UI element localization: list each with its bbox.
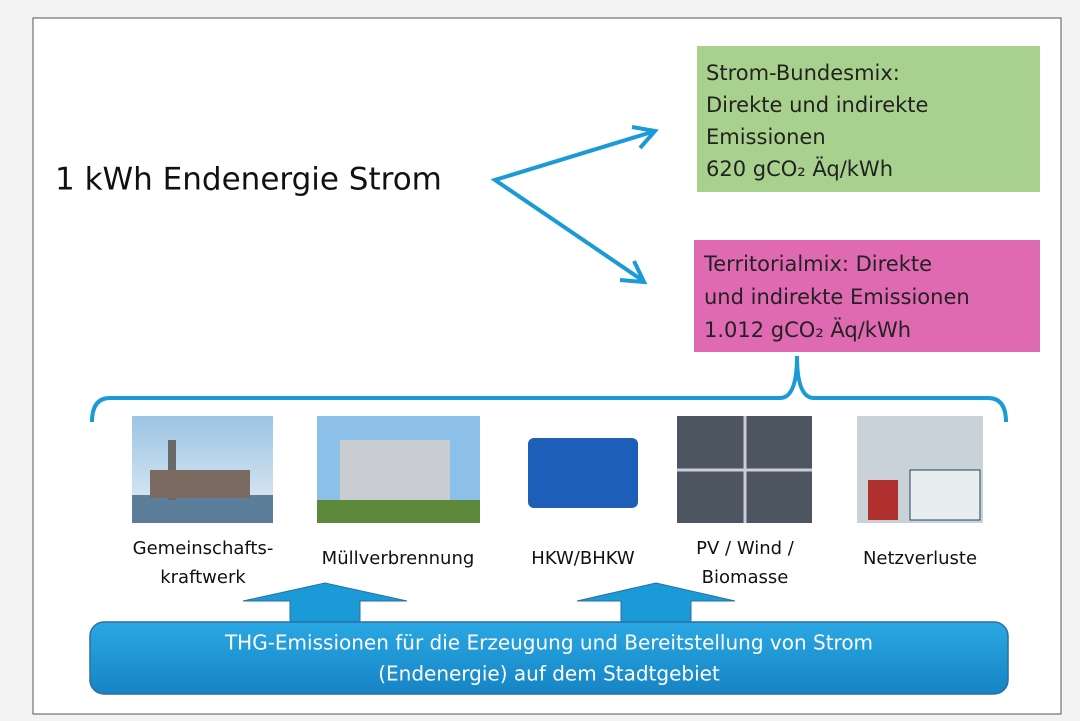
image-worker: [868, 480, 898, 520]
heading: 1 kWh Endenergie Strom: [55, 162, 442, 198]
image-building: [340, 440, 450, 510]
page: 1 kWh Endenergie Strom Strom-Bundesmix: D…: [0, 0, 1080, 721]
source-label: Gemeinschafts-: [133, 538, 274, 559]
green-box-line: Direkte und indirekte: [706, 93, 928, 117]
source-label: Biomasse: [702, 567, 789, 588]
green-box-line: Strom-Bundesmix:: [706, 61, 900, 85]
green-box-line: Emissionen: [706, 125, 826, 149]
image-cabinet: [910, 470, 980, 520]
image-engine: [528, 438, 638, 508]
source-label: PV / Wind /: [696, 538, 795, 559]
source-label: HKW/BHKW: [531, 548, 635, 569]
slide: 1 kWh Endenergie Strom Strom-Bundesmix: D…: [0, 0, 1080, 721]
source-label: Müllverbrennung: [322, 548, 475, 569]
bottom-box-line: THG-Emissionen für die Erzeugung und Ber…: [224, 631, 873, 655]
image-water: [132, 495, 273, 523]
image-grass: [317, 500, 480, 523]
pink-box-line: Territorialmix: Direkte: [703, 252, 932, 276]
image-building: [150, 470, 250, 498]
pink-box-line: und indirekte Emissionen: [704, 285, 970, 309]
green-box-line: 620 gCO₂ Äq/kWh: [706, 156, 893, 181]
source-label: kraftwerk: [160, 567, 246, 588]
bottom-box-line: (Endenergie) auf dem Stadtgebiet: [378, 662, 720, 686]
pink-box-line: 1.012 gCO₂ Äq/kWh: [704, 317, 911, 342]
source-label: Netzverluste: [863, 548, 977, 569]
